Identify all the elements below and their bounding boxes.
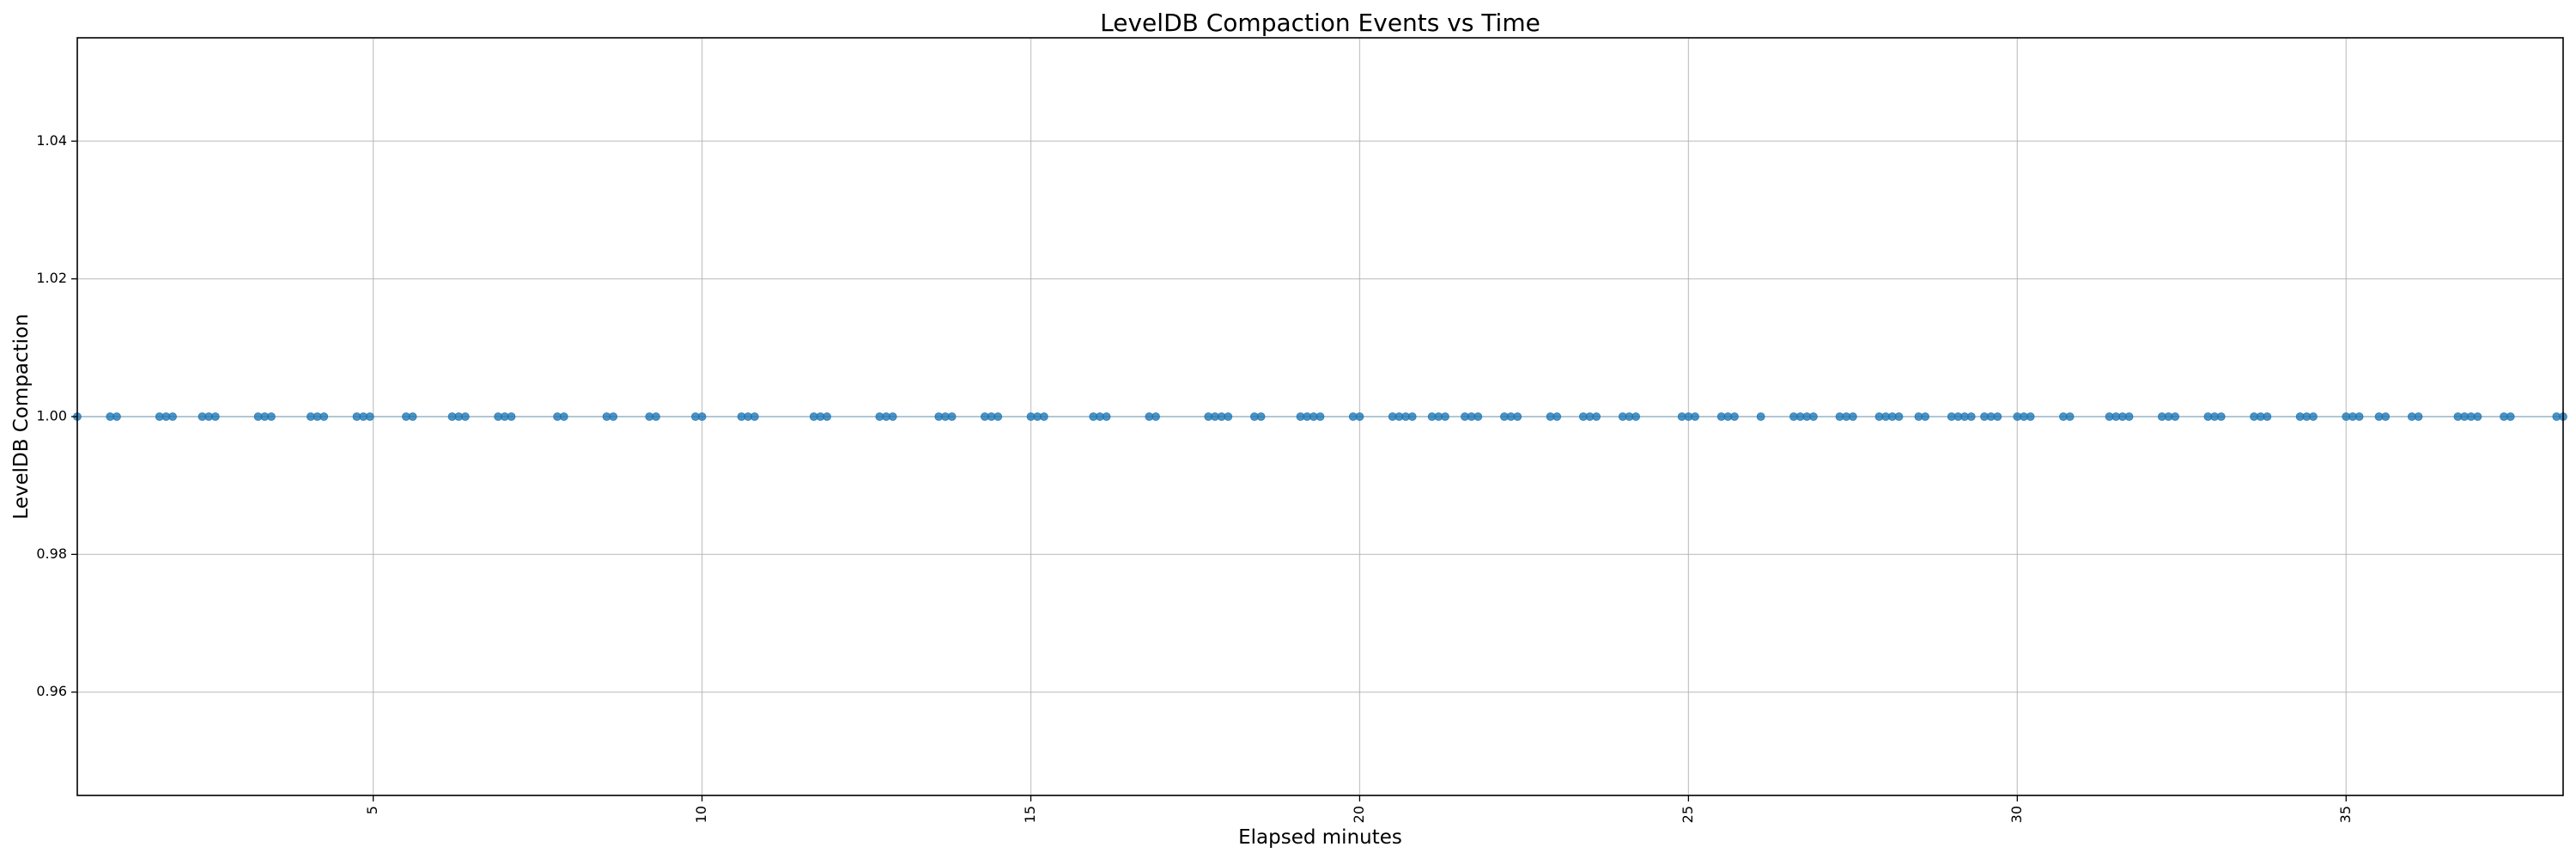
data-point [888, 412, 897, 421]
data-point [267, 412, 276, 421]
data-point [993, 412, 1003, 421]
data-point [697, 412, 707, 421]
x-tick-label: 30 [2008, 806, 2025, 823]
y-axis-title: LevelDB Compaction [10, 314, 33, 519]
data-point [168, 412, 177, 421]
data-point [1993, 412, 2002, 421]
data-point [2216, 412, 2226, 421]
data-point [460, 412, 470, 421]
chart-title: LevelDB Compaction Events vs Time [1100, 9, 1540, 37]
data-point [1756, 412, 1765, 421]
series-compaction-events [73, 412, 2567, 421]
data-point [210, 412, 220, 421]
data-point [1151, 412, 1160, 421]
data-point [559, 412, 568, 421]
data-point [652, 412, 660, 421]
data-point [112, 412, 121, 421]
x-tick-label: 35 [2337, 806, 2354, 823]
data-point [2263, 412, 2272, 421]
data-point [1224, 412, 1233, 421]
data-point [2414, 412, 2423, 421]
data-point [1894, 412, 1904, 421]
data-point [1730, 412, 1739, 421]
data-point [1809, 412, 1818, 421]
data-point [2026, 412, 2035, 421]
data-point [1513, 412, 1522, 421]
data-point [408, 412, 417, 421]
data-point [1552, 412, 1562, 421]
data-point [2506, 412, 2515, 421]
data-point [2473, 412, 2482, 421]
data-point [1441, 412, 1449, 421]
data-point [2065, 412, 2075, 421]
y-tick-label: 1.04 [36, 132, 67, 149]
data-point [947, 412, 957, 421]
data-point [2124, 412, 2134, 421]
axis-ticks: 5 10 15 20 25 30 35 0.96 0.98 1.00 1.02 1.04 [36, 132, 2353, 824]
data-point [1592, 412, 1601, 421]
data-point [2171, 412, 2180, 421]
data-point [750, 412, 759, 421]
x-tick-label: 15 [1022, 806, 1038, 823]
data-point [1966, 412, 1976, 421]
y-tick-label: 0.98 [36, 545, 67, 562]
data-point [1256, 412, 1266, 421]
data-point [1039, 412, 1048, 421]
data-point [1691, 412, 1699, 421]
data-point [2354, 412, 2364, 421]
data-point [2309, 412, 2318, 421]
x-tick-label: 25 [1680, 806, 1696, 823]
x-tick-label: 20 [1351, 806, 1367, 823]
y-tick-label: 1.02 [36, 270, 67, 286]
data-point [1407, 412, 1417, 421]
data-point [1315, 412, 1325, 421]
data-point [609, 412, 618, 421]
data-point [319, 412, 329, 421]
data-point [1848, 412, 1857, 421]
x-tick-label: 5 [364, 806, 380, 814]
data-point [1102, 412, 1111, 421]
data-point [2381, 412, 2391, 421]
data-point [823, 412, 831, 421]
x-axis-title: Elapsed minutes [1238, 826, 1402, 849]
data-point [1355, 412, 1364, 421]
x-tick-label: 10 [693, 806, 709, 823]
y-tick-label: 1.00 [36, 408, 67, 424]
data-point [1473, 412, 1483, 421]
y-tick-label: 0.96 [36, 683, 67, 699]
data-point [1631, 412, 1641, 421]
data-point [1921, 412, 1930, 421]
data-point [507, 412, 516, 421]
data-point [365, 412, 374, 421]
